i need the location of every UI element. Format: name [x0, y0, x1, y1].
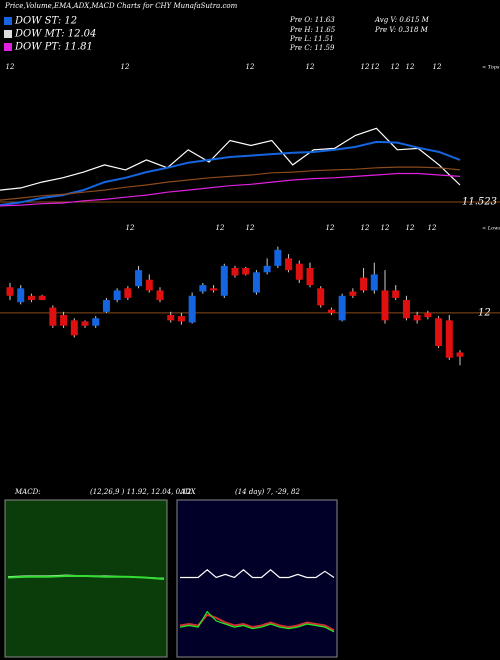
- candle-body: [145, 279, 153, 291]
- candle-body: [274, 249, 282, 266]
- series-line: [0, 140, 461, 207]
- candle-body: [49, 307, 57, 326]
- info: Pre V: 0.318 M: [374, 26, 429, 34]
- info: Pre L: 11.51: [289, 35, 334, 43]
- series-line: [7, 575, 165, 580]
- candle-body: [199, 285, 207, 292]
- info: Pre O: 11.63: [289, 16, 335, 24]
- chart-title: Price,Volume,EMA,ADX,MACD Charts for CHY…: [4, 2, 238, 10]
- candle-body: [6, 287, 14, 296]
- candle-body: [445, 320, 453, 358]
- candle-body: [285, 258, 293, 271]
- marker-label: 12: [121, 63, 130, 71]
- legend-label: DOW ST: 12: [14, 16, 77, 27]
- marker-label: 12: [216, 224, 225, 232]
- marker-label: 12: [246, 63, 255, 71]
- candle-body: [306, 268, 314, 286]
- info: Avg V: 0.615 M: [374, 16, 430, 24]
- legend-swatch: [4, 17, 12, 25]
- candle-body: [188, 295, 196, 323]
- series-line: [0, 172, 461, 207]
- candle-body: [413, 315, 421, 321]
- marker-label: 12: [406, 224, 415, 232]
- adx-frame: [176, 499, 338, 658]
- marker-label: 12: [246, 224, 255, 232]
- candle-body: [263, 265, 271, 273]
- candle-body: [381, 290, 389, 321]
- legend-swatch: [4, 43, 12, 51]
- candle-body: [92, 318, 100, 326]
- candle-body: [252, 272, 260, 293]
- candle-body: [456, 352, 464, 357]
- candle-body: [220, 265, 228, 296]
- candle-body: [349, 291, 357, 296]
- candle-body: [60, 315, 68, 326]
- marker-label: 12: [126, 224, 135, 232]
- candle-body: [370, 274, 378, 291]
- level-label: 11.523: [462, 197, 497, 208]
- legend-label: DOW MT: 12.04: [14, 29, 96, 40]
- candle-body: [135, 270, 143, 287]
- candle-body: [295, 263, 303, 280]
- macd-frame: [4, 499, 168, 658]
- candle-body: [338, 295, 346, 321]
- series-line: [179, 613, 335, 632]
- candle-body: [17, 288, 25, 303]
- marker-label: 12: [306, 63, 315, 71]
- marker-label: 12: [361, 63, 370, 71]
- candle-body: [435, 318, 443, 347]
- panel-title: MACD:: [14, 488, 41, 496]
- info: Pre H: 11.65: [289, 26, 336, 34]
- legend-swatch: [4, 30, 12, 38]
- candle-body: [392, 290, 400, 298]
- candle-body: [327, 309, 335, 313]
- marker-label: 12: [381, 224, 390, 232]
- info: Pre C: 11.59: [289, 44, 335, 52]
- marker-label: 12: [361, 224, 370, 232]
- candle-body: [156, 290, 164, 301]
- candle-body: [70, 320, 78, 336]
- candle-body: [424, 312, 432, 318]
- candle-body: [402, 300, 410, 319]
- marker-label: 12: [391, 63, 400, 71]
- series-line: [0, 166, 461, 201]
- candle-body: [242, 268, 250, 275]
- candle-body: [167, 315, 175, 321]
- panel-title: ADX: [179, 488, 197, 496]
- legend-label: DOW PT: 11.81: [14, 42, 93, 53]
- edge-label: < Lows: [482, 226, 500, 232]
- panel-subtitle: (12,26,9 ) 11.92, 12.04, 0.12: [90, 488, 192, 496]
- panel-subtitle: (14 day) 7, -29, 82: [235, 488, 301, 496]
- candle-body: [102, 300, 110, 312]
- series-line: [180, 569, 335, 579]
- candle-body: [27, 295, 35, 301]
- marker-label: 12: [371, 63, 380, 71]
- candle-body: [81, 321, 89, 326]
- candle-body: [38, 295, 46, 301]
- candle-body: [177, 316, 185, 322]
- marker-label: 12: [326, 224, 335, 232]
- marker-label: 12: [6, 63, 15, 71]
- candle-body: [317, 288, 325, 306]
- marker-label: 12: [428, 224, 437, 232]
- candle-body: [210, 288, 218, 291]
- candle-body: [231, 268, 239, 276]
- marker-label: 12: [406, 63, 415, 71]
- edge-label: < Tops: [482, 65, 500, 71]
- level-label: 12: [478, 307, 491, 318]
- series-line: [179, 610, 335, 633]
- marker-label: 12: [433, 63, 442, 71]
- candle-body: [124, 288, 132, 298]
- candle-body: [360, 277, 368, 291]
- series-line: [0, 127, 461, 191]
- candle-body: [113, 290, 121, 301]
